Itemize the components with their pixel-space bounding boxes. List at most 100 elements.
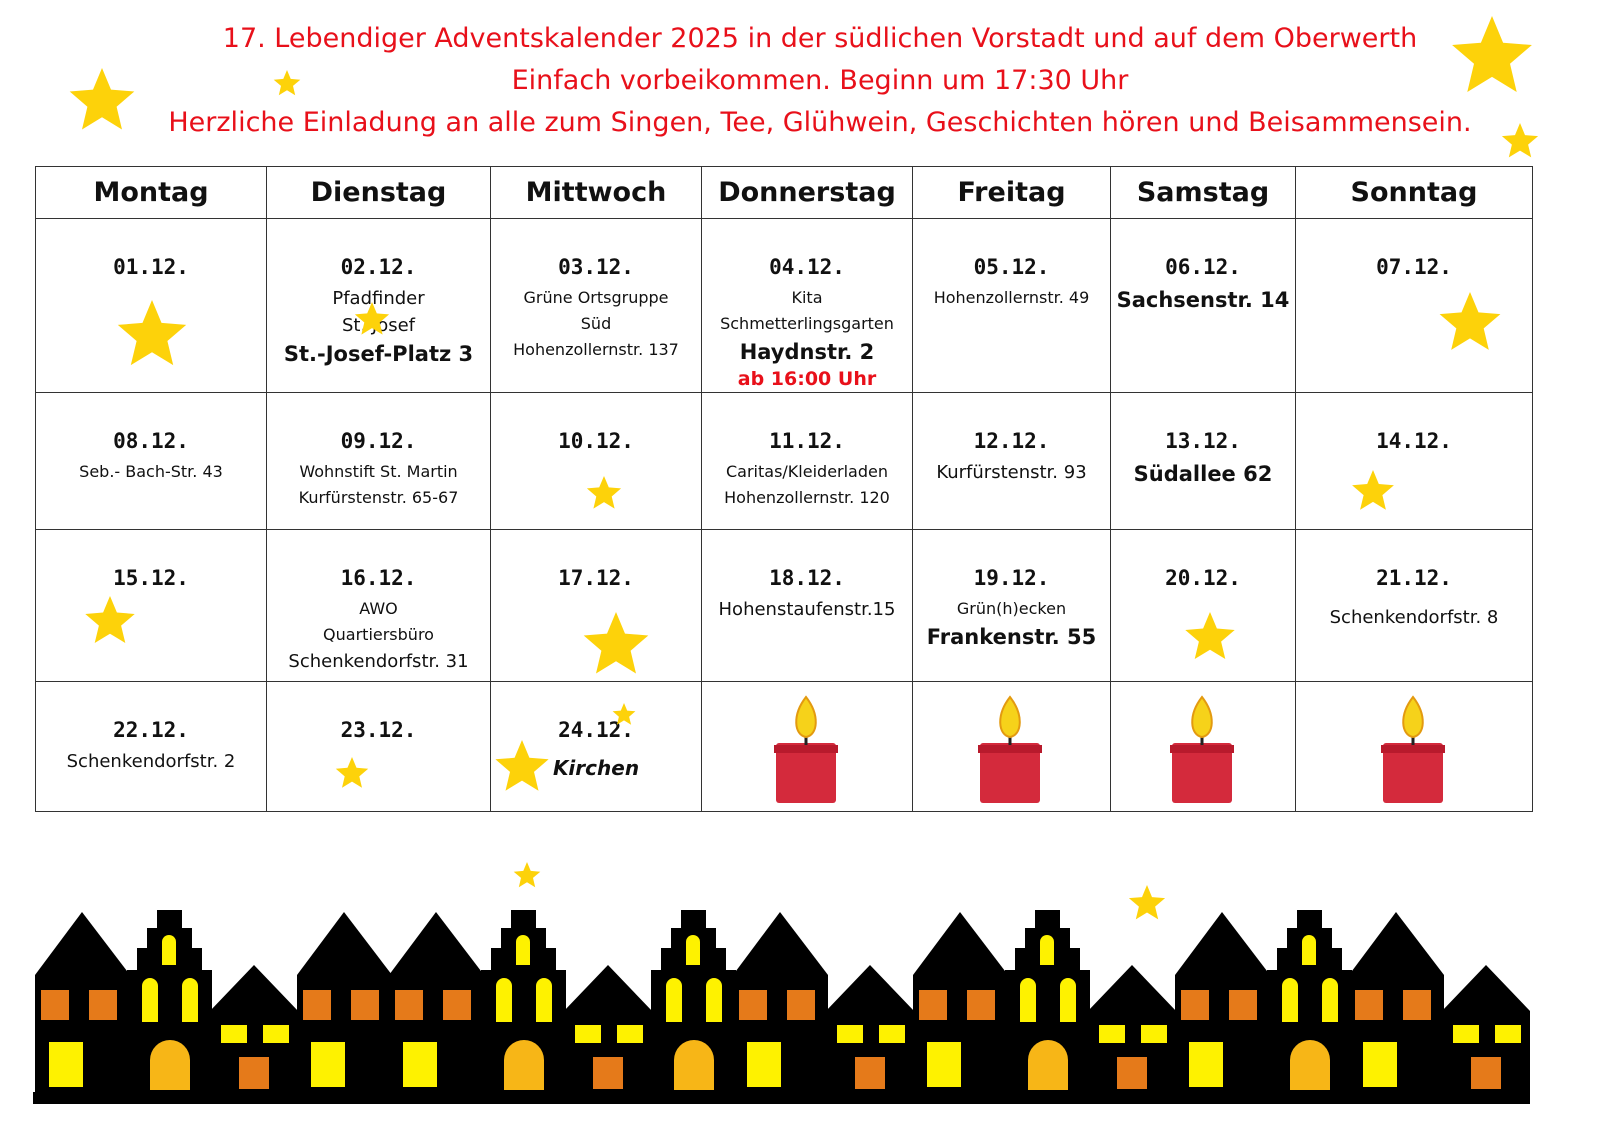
window bbox=[311, 1042, 345, 1087]
header-line: 17. Lebendiger Adventskalender 2025 in d… bbox=[222, 23, 1418, 54]
window bbox=[516, 935, 530, 965]
window bbox=[1229, 990, 1257, 1020]
week-row: 22.12. Schenkendorfstr. 2 23.12. 24.12. Kirc… bbox=[35, 681, 1533, 812]
window bbox=[1302, 935, 1316, 965]
window bbox=[221, 1025, 247, 1043]
window bbox=[89, 990, 117, 1020]
day-cell: 24.12. Kirchen bbox=[490, 681, 702, 812]
date: 18.12. bbox=[769, 566, 845, 590]
window bbox=[919, 990, 947, 1020]
window bbox=[593, 1057, 623, 1089]
event-text: Hohenzollernstr. 49 bbox=[933, 288, 1090, 307]
date: 15.12. bbox=[113, 566, 189, 590]
event-text: AWO bbox=[359, 599, 398, 618]
house bbox=[1267, 910, 1352, 1103]
window bbox=[1181, 990, 1209, 1020]
window bbox=[967, 990, 995, 1020]
window bbox=[1060, 978, 1076, 1022]
window bbox=[927, 1042, 961, 1087]
star bbox=[1128, 885, 1166, 920]
day-cell: 08.12. Seb.- Bach-Str. 43 bbox=[35, 392, 267, 530]
window bbox=[150, 1040, 190, 1090]
week-row: 15.12. 16.12. AWO Quartiersbüro Schenkendorf… bbox=[35, 529, 1533, 682]
event-text: Kita bbox=[791, 288, 823, 307]
window bbox=[1290, 1040, 1330, 1090]
window bbox=[787, 990, 815, 1020]
header-line: Herzliche Einladung an alle zum Singen, … bbox=[168, 107, 1472, 138]
day-cell: 17.12. bbox=[490, 529, 702, 682]
window bbox=[666, 978, 682, 1022]
window bbox=[1028, 1040, 1068, 1090]
day-cell: 22.12. Schenkendorfstr. 2 bbox=[35, 681, 267, 812]
day-cell bbox=[1295, 681, 1533, 812]
window bbox=[351, 990, 379, 1020]
date: 03.12. bbox=[558, 255, 634, 279]
event-text: Schenkendorfstr. 2 bbox=[66, 751, 236, 772]
house bbox=[127, 910, 212, 1103]
house bbox=[825, 965, 915, 1103]
window bbox=[504, 1040, 544, 1090]
event-text: Schmetterlingsgarten bbox=[720, 314, 894, 333]
day-cell: 18.12. Hohenstaufenstr.15 bbox=[701, 529, 913, 682]
event-text: Quartiersbüro bbox=[323, 625, 434, 644]
date: 23.12. bbox=[340, 718, 417, 742]
house bbox=[35, 912, 130, 1103]
window bbox=[239, 1057, 269, 1089]
day-cell: 04.12. Kita Schmetterlingsgarten Haydnstr. … bbox=[701, 218, 913, 393]
day-cell: 07.12. bbox=[1295, 218, 1533, 393]
house bbox=[1005, 910, 1090, 1103]
event-text: Süd bbox=[580, 314, 612, 333]
house bbox=[563, 965, 653, 1103]
day-cell: 20.12. bbox=[1110, 529, 1296, 682]
window bbox=[162, 935, 176, 965]
window bbox=[706, 978, 722, 1022]
window bbox=[1040, 935, 1054, 965]
weekday: Dienstag bbox=[266, 166, 491, 219]
window bbox=[496, 978, 512, 1022]
weekday: Freitag bbox=[912, 166, 1111, 219]
date: 05.12. bbox=[973, 255, 1050, 279]
event-text: Kurfürstenstr. 93 bbox=[936, 462, 1087, 483]
event-text: Pfadfinder bbox=[332, 288, 425, 309]
calendar-table: Montag Dienstag Mittwoch Donnerstag Freitag S… bbox=[35, 166, 1533, 812]
event-text: Hohenzollernstr. 137 bbox=[513, 340, 679, 359]
event-text: Wohnstift St. Martin bbox=[299, 462, 458, 481]
date: 11.12. bbox=[769, 429, 845, 453]
window bbox=[1189, 1042, 1223, 1087]
date: 19.12. bbox=[973, 566, 1050, 590]
day-cell: 01.12. bbox=[35, 218, 267, 393]
window bbox=[1117, 1057, 1147, 1089]
window bbox=[443, 990, 471, 1020]
event-text: Caritas/Kleiderladen bbox=[726, 462, 888, 481]
event-text: St.-Josef-Platz 3 bbox=[283, 342, 474, 366]
date: 08.12. bbox=[113, 429, 189, 453]
window bbox=[303, 990, 331, 1020]
event-text: Seb.- Bach-Str. 43 bbox=[79, 462, 223, 481]
window bbox=[575, 1025, 601, 1043]
house bbox=[913, 912, 1008, 1103]
date: 13.12. bbox=[1165, 429, 1241, 453]
window bbox=[1495, 1025, 1521, 1043]
date: 07.12. bbox=[1376, 255, 1452, 279]
window bbox=[837, 1025, 863, 1043]
window bbox=[617, 1025, 643, 1043]
window bbox=[395, 990, 423, 1020]
star bbox=[513, 862, 541, 888]
week-row: 01.12. 02.12. Pfadfinder St. Josef St.-Josef… bbox=[35, 218, 1533, 393]
day-cell bbox=[701, 681, 913, 812]
window bbox=[1099, 1025, 1125, 1043]
event-text: Grüne Ortsgruppe bbox=[523, 288, 669, 307]
header-line: Einfach vorbeikommen. Beginn um 17:30 Uh… bbox=[511, 65, 1129, 96]
window bbox=[1282, 978, 1298, 1022]
weekday: Donnerstag bbox=[701, 166, 913, 219]
ground bbox=[33, 1092, 1530, 1104]
event-text: Haydnstr. 2 bbox=[739, 340, 875, 364]
day-cell: 13.12. Südallee 62 bbox=[1110, 392, 1296, 530]
event-text: Schenkendorfstr. 8 bbox=[1329, 607, 1499, 628]
event-text: Kirchen bbox=[552, 756, 640, 780]
window bbox=[1403, 990, 1431, 1020]
window bbox=[182, 978, 198, 1022]
day-cell: 19.12. Grün(h)ecken Frankenstr. 55 bbox=[912, 529, 1111, 682]
window bbox=[855, 1057, 885, 1089]
